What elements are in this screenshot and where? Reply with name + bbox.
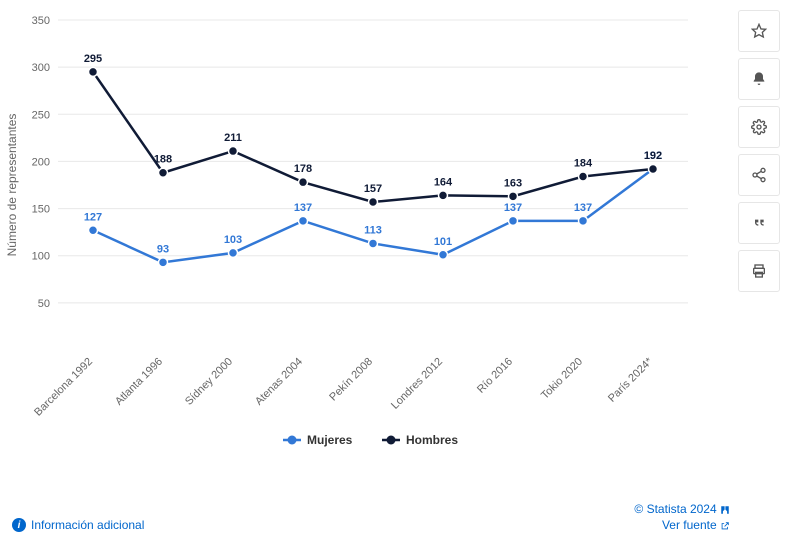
data-point[interactable] bbox=[509, 192, 518, 201]
star-icon bbox=[751, 23, 767, 39]
data-label: 211 bbox=[224, 132, 242, 144]
legend-marker bbox=[387, 436, 396, 445]
data-point[interactable] bbox=[649, 164, 658, 173]
data-label: 137 bbox=[294, 202, 312, 214]
y-tick: 100 bbox=[32, 251, 50, 263]
statista-icon bbox=[720, 505, 730, 515]
attribution: © Statista 2024 Ver fuente bbox=[634, 502, 730, 532]
data-label: 93 bbox=[157, 243, 169, 255]
data-point[interactable] bbox=[439, 191, 448, 200]
external-icon bbox=[720, 521, 730, 531]
chart-container: 50 100 150 200 250 300 350 Número de representa… bbox=[0, 0, 730, 540]
x-tick: Atlanta 1996 bbox=[113, 356, 165, 408]
y-axis-title: Número de representantes bbox=[5, 114, 19, 257]
data-label: 127 bbox=[84, 211, 102, 223]
data-label: 137 bbox=[574, 202, 592, 214]
y-tick: 150 bbox=[32, 204, 50, 216]
x-tick: Río 2016 bbox=[475, 356, 515, 396]
data-label: 137 bbox=[504, 202, 522, 214]
copyright: © Statista 2024 bbox=[634, 502, 730, 516]
info-icon: i bbox=[12, 518, 26, 532]
footer: i Información adicional © Statista 2024 … bbox=[12, 502, 730, 532]
x-tick: Londres 2012 bbox=[389, 356, 445, 412]
data-point[interactable] bbox=[229, 248, 238, 257]
x-tick: París 2024* bbox=[606, 355, 656, 405]
data-label: 295 bbox=[84, 53, 102, 65]
data-point[interactable] bbox=[89, 67, 98, 76]
data-label: 101 bbox=[434, 236, 452, 248]
data-point[interactable] bbox=[579, 172, 588, 181]
y-tick: 350 bbox=[32, 15, 50, 27]
data-point[interactable] bbox=[509, 216, 518, 225]
print-button[interactable] bbox=[738, 250, 780, 292]
data-point[interactable] bbox=[299, 178, 308, 187]
y-tick: 50 bbox=[38, 298, 50, 310]
x-tick: Tokio 2020 bbox=[539, 356, 585, 402]
data-point[interactable] bbox=[369, 239, 378, 248]
share-button[interactable] bbox=[738, 154, 780, 196]
data-label: 164 bbox=[434, 176, 453, 188]
data-point[interactable] bbox=[159, 258, 168, 267]
data-label: 163 bbox=[504, 177, 522, 189]
legend-marker bbox=[288, 436, 297, 445]
cite-button[interactable] bbox=[738, 202, 780, 244]
source-link[interactable]: Ver fuente bbox=[634, 518, 730, 532]
legend-label[interactable]: Mujeres bbox=[307, 433, 353, 447]
share-icon bbox=[751, 167, 767, 183]
data-point[interactable] bbox=[439, 250, 448, 259]
print-icon bbox=[751, 263, 767, 279]
data-label: 178 bbox=[294, 163, 312, 175]
data-point[interactable] bbox=[229, 147, 238, 156]
data-label: 103 bbox=[224, 234, 242, 246]
x-tick: Barcelona 1992 bbox=[32, 356, 95, 419]
x-tick: Sídney 2000 bbox=[183, 356, 235, 408]
line-chart: 50 100 150 200 250 300 350 Número de representa… bbox=[0, 0, 730, 480]
settings-button[interactable] bbox=[738, 106, 780, 148]
toolbar bbox=[738, 10, 780, 292]
y-tick: 200 bbox=[32, 156, 50, 168]
favorite-button[interactable] bbox=[738, 10, 780, 52]
data-point[interactable] bbox=[299, 216, 308, 225]
notify-button[interactable] bbox=[738, 58, 780, 100]
quote-icon bbox=[751, 215, 767, 231]
bell-icon bbox=[751, 71, 767, 87]
y-tick: 300 bbox=[32, 62, 50, 74]
data-label: 188 bbox=[154, 154, 172, 166]
info-link[interactable]: i Información adicional bbox=[12, 518, 144, 532]
data-point[interactable] bbox=[159, 168, 168, 177]
legend-label[interactable]: Hombres bbox=[406, 433, 458, 447]
data-label: 184 bbox=[574, 158, 593, 170]
data-point[interactable] bbox=[89, 226, 98, 235]
data-label: 113 bbox=[364, 224, 382, 236]
gear-icon bbox=[751, 119, 767, 135]
data-label: 157 bbox=[364, 183, 382, 195]
x-tick: Atenas 2004 bbox=[253, 356, 305, 408]
x-tick: Pekín 2008 bbox=[327, 356, 375, 404]
y-tick: 250 bbox=[32, 109, 50, 121]
data-label: 192 bbox=[644, 150, 662, 162]
info-label: Información adicional bbox=[31, 518, 144, 532]
data-point[interactable] bbox=[369, 197, 378, 206]
data-point[interactable] bbox=[579, 216, 588, 225]
